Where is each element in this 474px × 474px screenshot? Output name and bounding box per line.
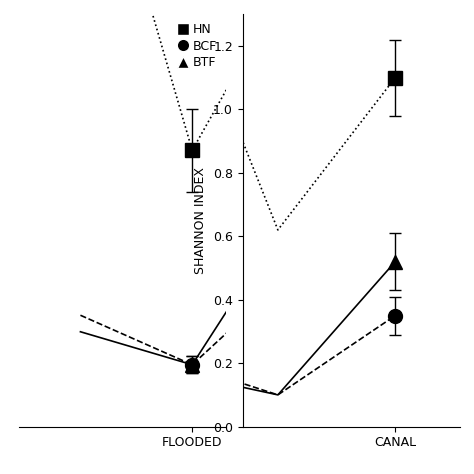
Legend: HN, BCF, BTF: HN, BCF, BTF <box>178 20 219 72</box>
Y-axis label: SHANNON INDEX: SHANNON INDEX <box>194 167 208 274</box>
